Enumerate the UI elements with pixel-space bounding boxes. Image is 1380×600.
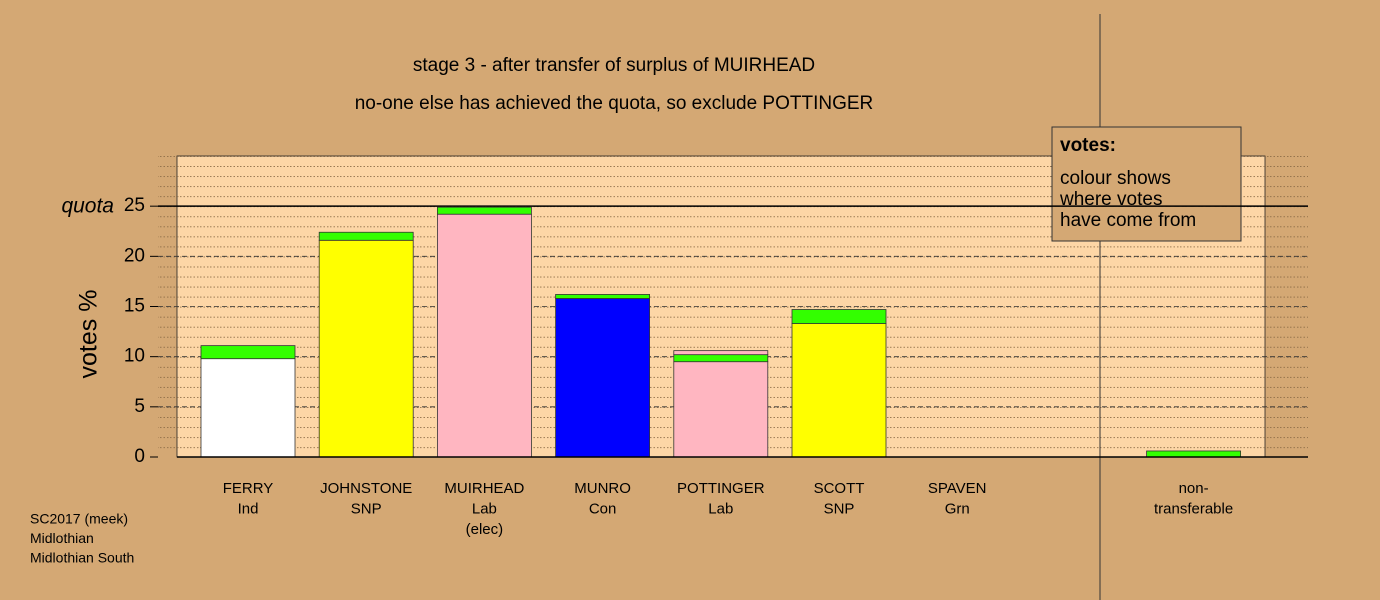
x-tick-label: SPAVEN bbox=[928, 480, 987, 497]
x-tick-label: Con bbox=[589, 500, 617, 517]
bar-segment bbox=[318, 239, 414, 458]
footer-line: SC2017 (meek) bbox=[30, 511, 128, 527]
x-tick-label: transferable bbox=[1154, 500, 1233, 517]
x-tick-label: Grn bbox=[945, 500, 970, 517]
bar-segment bbox=[555, 294, 650, 299]
bar-segment bbox=[318, 231, 414, 241]
chart-title: stage 3 - after transfer of surplus of M… bbox=[413, 55, 815, 76]
y-tick-label: 5 bbox=[134, 396, 145, 417]
bar-segment bbox=[555, 298, 650, 458]
y-tick-label: 10 bbox=[124, 346, 145, 367]
x-tick-label: Ind bbox=[238, 500, 259, 517]
note-frame bbox=[1051, 126, 1242, 242]
y-tick-label: 0 bbox=[134, 446, 145, 467]
bar-segment bbox=[436, 206, 532, 215]
bar-segment bbox=[200, 345, 296, 360]
x-tick-label: Lab bbox=[472, 500, 497, 517]
note-line: have come from bbox=[1060, 210, 1196, 231]
y-tick-label: 25 bbox=[124, 195, 145, 216]
x-tick-label: POTTINGER bbox=[677, 480, 765, 497]
y-tick-label: 15 bbox=[124, 296, 145, 317]
bar-segment bbox=[1146, 450, 1241, 458]
note-line: where votes bbox=[1059, 189, 1162, 210]
bar-segment bbox=[673, 350, 769, 356]
bar-segment bbox=[673, 354, 769, 363]
bar-segment bbox=[436, 213, 532, 458]
note-line: colour shows bbox=[1060, 168, 1171, 189]
x-tick-label: MUIRHEAD bbox=[444, 480, 524, 497]
footer-line: Midlothian bbox=[30, 530, 94, 546]
bar-segment bbox=[791, 323, 887, 458]
note-heading: votes: bbox=[1060, 135, 1116, 156]
y-axis-label: votes % bbox=[75, 290, 103, 379]
x-tick-label: non- bbox=[1179, 480, 1209, 497]
bar-segment bbox=[200, 358, 296, 458]
x-tick-label: SCOTT bbox=[814, 480, 865, 497]
bar-segment bbox=[673, 361, 769, 458]
y-tick-label: 20 bbox=[124, 245, 145, 266]
note-box: votes: bbox=[1051, 126, 1242, 242]
x-tick-label: SNP bbox=[824, 500, 855, 517]
x-tick-label: Lab bbox=[708, 500, 733, 517]
x-tick-label: JOHNSTONE bbox=[320, 480, 412, 497]
footer-line: Midlothian South bbox=[30, 550, 134, 566]
chart-subtitle: no-one else has achieved the quota, so e… bbox=[355, 93, 874, 114]
quota-label: quota bbox=[61, 195, 114, 218]
x-tick-label: (elec) bbox=[466, 521, 504, 538]
x-tick-label: SNP bbox=[351, 500, 382, 517]
bar-segment bbox=[791, 309, 887, 324]
x-tick-label: FERRY bbox=[223, 480, 274, 497]
x-tick-label: MUNRO bbox=[574, 480, 631, 497]
